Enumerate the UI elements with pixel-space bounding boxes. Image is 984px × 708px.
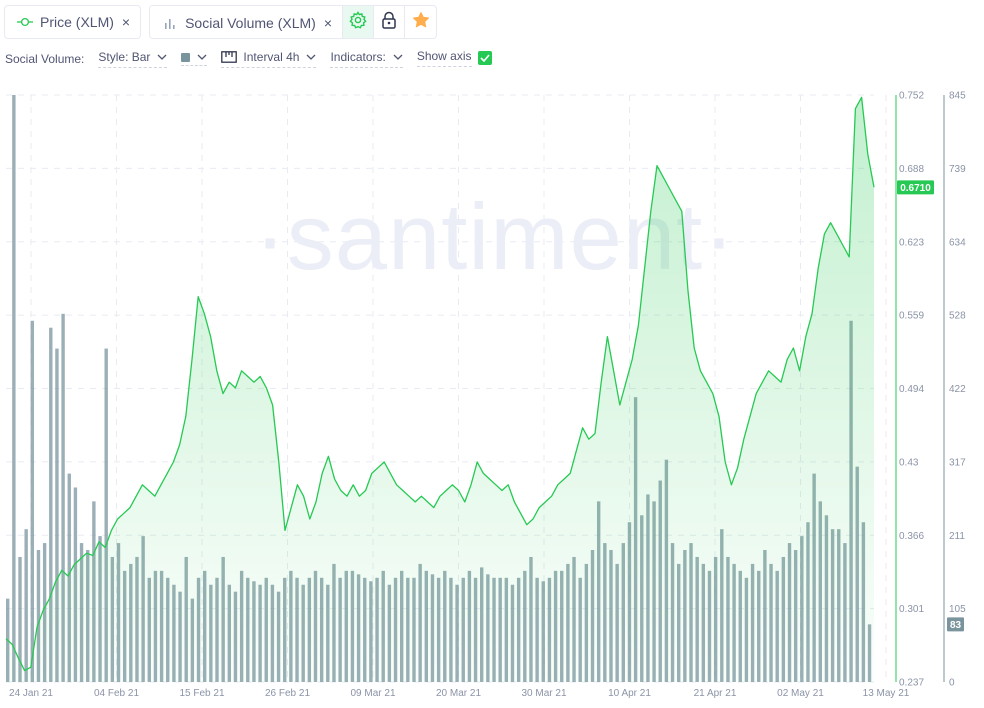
social-volume-bar: [12, 95, 16, 682]
price-axis-tick: 0.752: [899, 91, 924, 102]
chevron-down-icon: [157, 54, 167, 60]
settings-label: Social Volume:: [5, 52, 85, 66]
metric-pills: Price (XLM) × Social Volume (XLM) ×: [4, 4, 437, 40]
x-axis-tick: 02 May 21: [777, 688, 824, 699]
volume-axis-tick: 634: [949, 237, 966, 248]
star-icon: [412, 11, 430, 34]
volume-axis-tick: 528: [949, 311, 966, 322]
metric-settings-bar: Social Volume: Style: Bar Interval 4h In…: [5, 48, 506, 70]
price-axis-tick: 0.301: [899, 604, 924, 615]
show-axis-label: Show axis: [416, 49, 472, 67]
volume-axis-tick: 845: [949, 91, 966, 102]
current-volume-label: 83: [950, 620, 962, 631]
volume-axis-tick: 211: [949, 531, 965, 542]
interval-dropdown[interactable]: Interval 4h: [221, 50, 317, 68]
price-axis-tick: 0.43: [899, 457, 919, 468]
x-axis-tick: 30 Mar 21: [521, 688, 566, 699]
gear-icon: [349, 10, 367, 34]
x-axis-tick: 13 May 21: [863, 688, 910, 699]
settings-button[interactable]: [343, 6, 374, 38]
price-axis-tick: 0.688: [899, 164, 924, 175]
social-volume-bar: [18, 556, 22, 682]
chevron-down-icon: [197, 54, 207, 60]
bar-chart-icon: [162, 15, 178, 31]
close-icon[interactable]: ×: [121, 14, 131, 30]
indicators-dropdown[interactable]: Indicators:: [330, 50, 403, 68]
volume-axis-tick: 317: [949, 457, 966, 468]
price-area: [6, 97, 874, 683]
chart-axes: 0.752 0.688 0.623 0.559 0.494 0.43 0.366 0.301 0…: [9, 91, 966, 700]
style-dropdown[interactable]: Style: Bar: [98, 50, 168, 68]
social-volume-bar: [30, 320, 35, 682]
social-volume-metric-pill[interactable]: Social Volume (XLM) ×: [150, 6, 343, 38]
volume-axis-tick: 0: [949, 678, 955, 689]
social-volume-group: Social Volume (XLM) ×: [149, 5, 437, 39]
indicators-dropdown-label: Indicators:: [330, 50, 386, 64]
social-volume-bar: [24, 529, 28, 682]
interval-icon: [221, 51, 238, 63]
x-axis-tick: 21 Apr 21: [694, 688, 737, 699]
social-volume-bar: [36, 550, 41, 682]
line-chart-icon: [17, 14, 33, 30]
interval-dropdown-label: Interval 4h: [243, 50, 300, 64]
volume-axis-tick: 105: [949, 604, 966, 615]
x-axis-tick: 26 Feb 21: [265, 688, 310, 699]
volume-axis-tick: 739: [949, 164, 966, 175]
social-volume-bar: [61, 313, 65, 682]
price-metric-pill[interactable]: Price (XLM) ×: [4, 5, 142, 39]
color-swatch: [181, 52, 191, 62]
x-axis-tick: 04 Feb 21: [94, 688, 139, 699]
social-volume-bar: [49, 327, 53, 682]
current-price-badge: [897, 180, 934, 195]
social-volume-bar: [104, 348, 108, 682]
close-icon[interactable]: ×: [323, 15, 332, 31]
current-price-label: 0.6710: [900, 183, 931, 194]
x-axis-tick: 15 Feb 21: [179, 688, 224, 699]
x-axis-tick: 09 Mar 21: [350, 688, 395, 699]
current-volume-badge: [947, 617, 964, 632]
price-social-volume-chart[interactable]: ·santiment· 0.7520.6880.6230.5590.4940.4…: [0, 86, 984, 708]
show-axis-toggle[interactable]: Show axis: [416, 49, 492, 70]
x-axis-tick: 20 Mar 21: [436, 688, 481, 699]
chevron-down-icon: [307, 54, 316, 60]
show-axis-checkbox[interactable]: [477, 50, 492, 65]
style-dropdown-label: Style: Bar: [98, 50, 151, 64]
price-line: [5, 96, 875, 672]
lock-button[interactable]: [374, 6, 405, 38]
price-metric-label: Price (XLM): [40, 14, 114, 30]
chevron-down-icon: [393, 54, 403, 60]
lock-icon: [381, 11, 397, 34]
social-volume-bar: [55, 348, 59, 682]
color-dropdown[interactable]: [181, 52, 208, 66]
volume-axis-tick: 422: [949, 384, 966, 395]
social-volume-metric-label: Social Volume (XLM): [185, 15, 316, 31]
x-axis-tick: 24 Jan 21: [9, 688, 53, 699]
price-axis-tick: 0.494: [899, 384, 924, 395]
favorite-button[interactable]: [405, 6, 436, 38]
price-axis-tick: 0.559: [899, 311, 924, 322]
price-axis-tick: 0.623: [899, 237, 924, 248]
x-axis-tick: 10 Apr 21: [608, 688, 651, 699]
check-icon: [479, 53, 490, 62]
price-axis-tick: 0.237: [899, 678, 924, 689]
price-axis-tick: 0.366: [899, 531, 924, 542]
